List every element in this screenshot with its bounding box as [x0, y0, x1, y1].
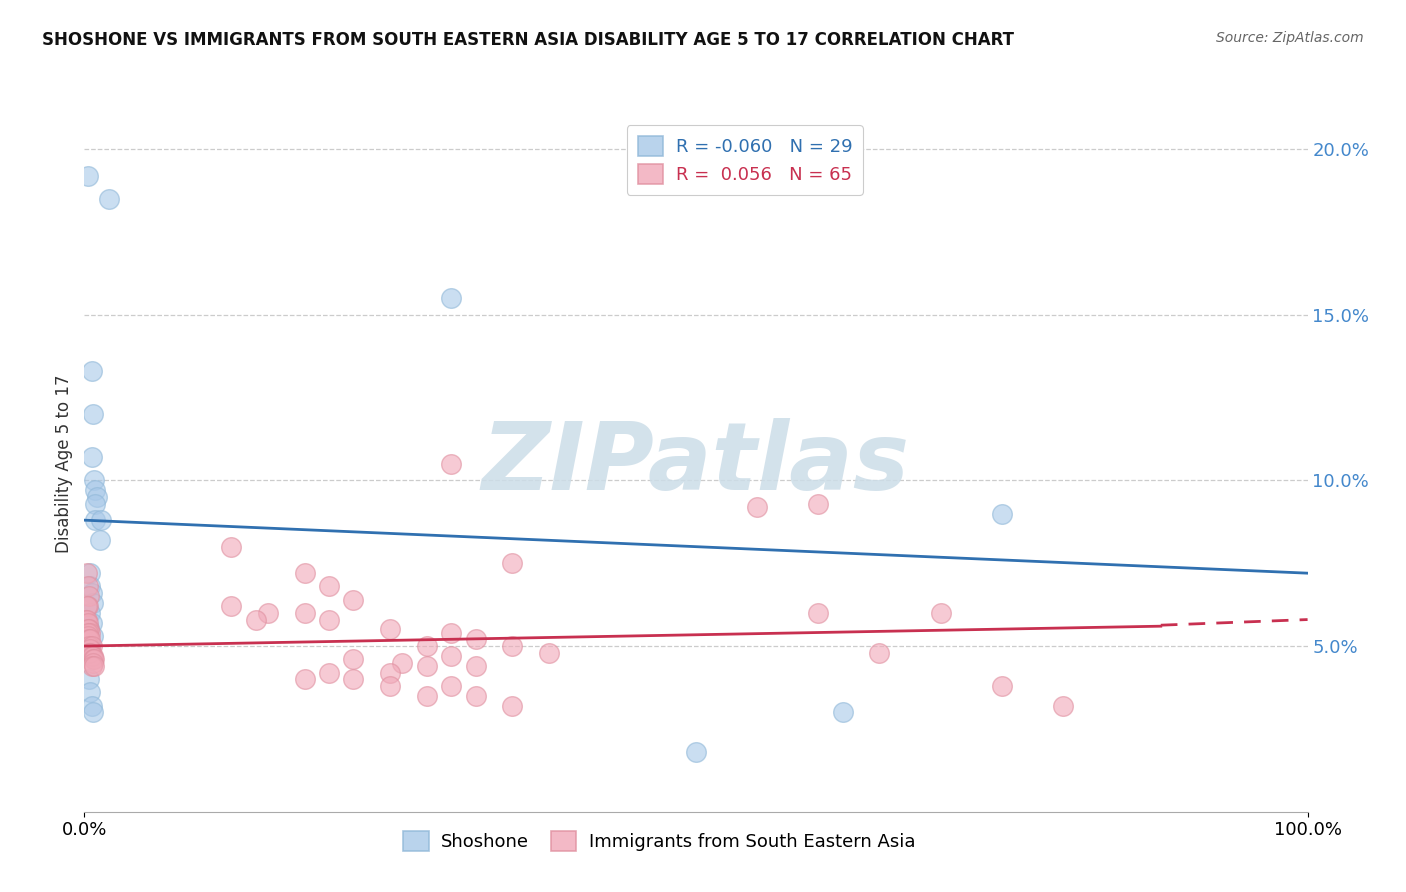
- Point: [77, 615, 100, 630]
- Point: [77, 672, 100, 686]
- Point: [80, 586, 103, 600]
- Point: [76, 613, 98, 627]
- Point: [77, 646, 100, 660]
- Point: [84, 513, 107, 527]
- Point: [80, 450, 103, 465]
- Point: [77, 625, 100, 640]
- Point: [82, 656, 104, 670]
- Point: [80, 698, 103, 713]
- Point: [83, 659, 105, 673]
- Point: [318, 665, 340, 680]
- Point: [294, 606, 316, 620]
- Point: [82, 652, 104, 666]
- Point: [79, 685, 101, 699]
- Point: [80, 364, 103, 378]
- Point: [89, 533, 111, 547]
- Point: [318, 613, 340, 627]
- Point: [807, 606, 830, 620]
- Point: [77, 623, 100, 637]
- Point: [82, 407, 104, 421]
- Point: [342, 652, 364, 666]
- Point: [380, 665, 402, 680]
- Point: [464, 659, 486, 673]
- Point: [416, 639, 439, 653]
- Point: [380, 623, 402, 637]
- Point: [77, 623, 100, 637]
- Point: [440, 625, 463, 640]
- Point: [79, 646, 101, 660]
- Point: [219, 540, 242, 554]
- Point: [86, 490, 108, 504]
- Point: [440, 679, 463, 693]
- Point: [440, 457, 463, 471]
- Point: [440, 648, 463, 663]
- Point: [77, 623, 100, 637]
- Point: [416, 659, 439, 673]
- Point: [464, 689, 486, 703]
- Point: [502, 556, 524, 570]
- Point: [747, 500, 769, 514]
- Text: ZIPatlas: ZIPatlas: [482, 417, 910, 510]
- Point: [464, 632, 486, 647]
- Point: [991, 507, 1014, 521]
- Point: [80, 648, 103, 663]
- Point: [416, 689, 439, 703]
- Point: [807, 497, 830, 511]
- Y-axis label: Disability Age 5 to 17: Disability Age 5 to 17: [55, 375, 73, 553]
- Point: [294, 566, 316, 581]
- Point: [831, 706, 853, 720]
- Point: [82, 629, 104, 643]
- Point: [79, 579, 101, 593]
- Point: [79, 566, 101, 581]
- Point: [80, 659, 103, 673]
- Point: [1052, 698, 1074, 713]
- Text: Source: ZipAtlas.com: Source: ZipAtlas.com: [1216, 31, 1364, 45]
- Point: [77, 599, 100, 614]
- Point: [869, 646, 891, 660]
- Legend: Shoshone, Immigrants from South Eastern Asia: Shoshone, Immigrants from South Eastern …: [392, 821, 927, 862]
- Point: [929, 606, 952, 620]
- Point: [77, 632, 100, 647]
- Point: [502, 639, 524, 653]
- Point: [77, 639, 100, 653]
- Point: [79, 606, 101, 620]
- Point: [257, 606, 280, 620]
- Point: [440, 291, 463, 305]
- Point: [80, 639, 103, 653]
- Point: [79, 625, 101, 640]
- Point: [380, 679, 402, 693]
- Point: [97, 192, 120, 206]
- Point: [83, 474, 105, 488]
- Point: [342, 672, 364, 686]
- Point: [77, 169, 100, 183]
- Point: [79, 632, 101, 647]
- Point: [79, 642, 101, 657]
- Point: [83, 652, 105, 666]
- Text: SHOSHONE VS IMMIGRANTS FROM SOUTH EASTERN ASIA DISABILITY AGE 5 TO 17 CORRELATIO: SHOSHONE VS IMMIGRANTS FROM SOUTH EASTER…: [42, 31, 1014, 49]
- Point: [77, 590, 100, 604]
- Point: [82, 596, 104, 610]
- Point: [391, 656, 413, 670]
- Point: [538, 646, 561, 660]
- Point: [318, 579, 340, 593]
- Point: [76, 599, 98, 614]
- Point: [77, 629, 100, 643]
- Point: [991, 679, 1014, 693]
- Point: [685, 745, 707, 759]
- Point: [84, 483, 107, 498]
- Point: [82, 706, 104, 720]
- Point: [79, 639, 101, 653]
- Point: [219, 599, 242, 614]
- Point: [75, 613, 97, 627]
- Point: [294, 672, 316, 686]
- Point: [245, 613, 267, 627]
- Point: [90, 513, 112, 527]
- Point: [502, 698, 524, 713]
- Point: [342, 592, 364, 607]
- Point: [77, 579, 100, 593]
- Point: [84, 497, 107, 511]
- Point: [76, 566, 98, 581]
- Point: [82, 648, 104, 663]
- Point: [80, 615, 103, 630]
